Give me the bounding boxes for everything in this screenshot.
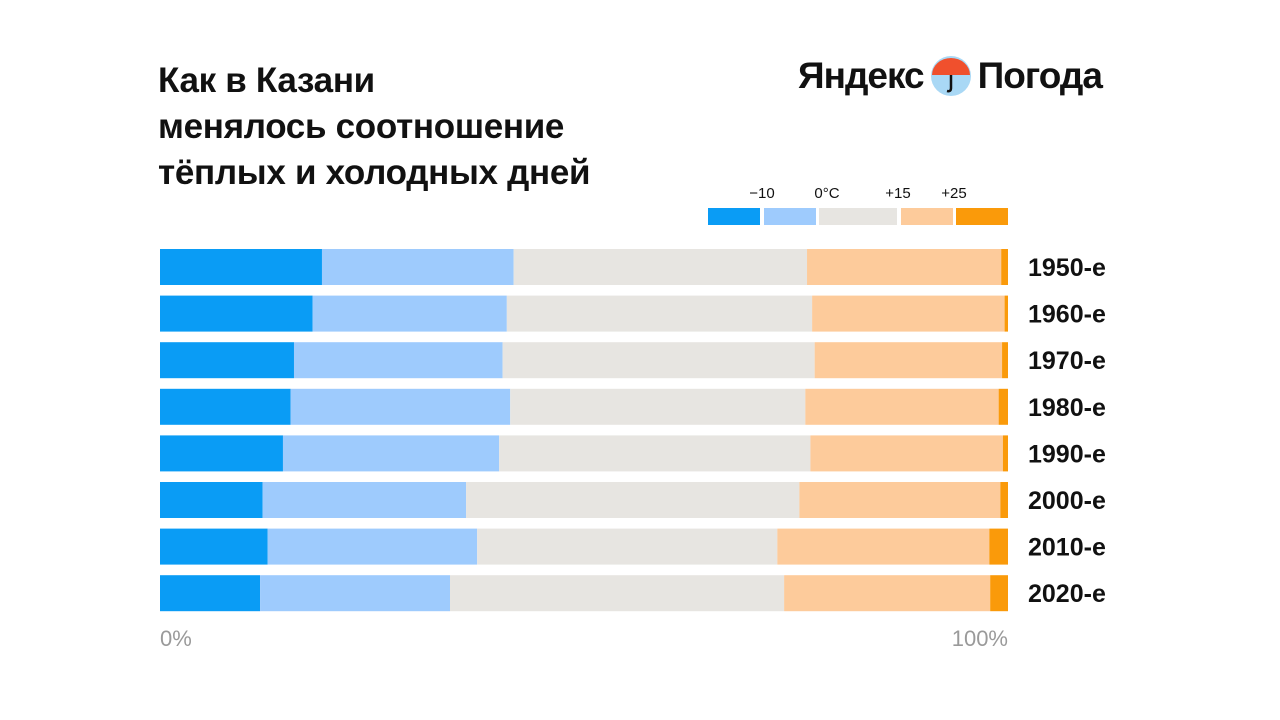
- legend-threshold-label: +15: [885, 185, 910, 202]
- legend-swatch: [708, 208, 760, 225]
- logo-text-right: Погода: [977, 55, 1103, 96]
- bar-segment: [160, 528, 268, 565]
- category-label: 1950-е: [1028, 254, 1106, 282]
- bar-segment: [477, 528, 778, 565]
- bar-segment: [160, 295, 313, 332]
- bar-segment: [812, 295, 1005, 332]
- bar-segment: [990, 575, 1008, 612]
- bar-segment: [160, 388, 291, 425]
- category-label: 1960-е: [1028, 301, 1106, 329]
- bar-segment: [502, 342, 815, 379]
- bar-segment: [1002, 435, 1008, 472]
- bar-segment: [1002, 342, 1008, 379]
- bar-segment: [321, 249, 514, 285]
- bar-segment: [989, 528, 1008, 565]
- bar-segment: [1000, 482, 1008, 518]
- title-line: Как в Казани: [158, 61, 375, 100]
- bar-segment: [814, 342, 1003, 379]
- legend-swatch: [956, 208, 1008, 225]
- bar-segment: [805, 388, 999, 425]
- legend-swatch: [764, 208, 816, 225]
- logo-text-left: Яндекс: [798, 55, 925, 96]
- category-label: 2000-е: [1028, 487, 1106, 515]
- bar-segment: [777, 528, 990, 565]
- bar-segment: [160, 249, 322, 285]
- bar-segment: [267, 528, 478, 565]
- legend-threshold-label: −10: [749, 185, 774, 202]
- bar-segment: [260, 575, 451, 612]
- bar-segment: [1004, 295, 1008, 332]
- title-line: тёплых и холодных дней: [158, 153, 591, 192]
- bar-segment: [513, 249, 808, 285]
- yandex-weather-logo: Яндекс Погода: [798, 54, 1103, 98]
- bar-segment: [466, 482, 800, 518]
- bar-segment: [784, 575, 991, 612]
- bar-segment: [262, 482, 467, 518]
- bar-segment: [293, 342, 503, 379]
- legend-threshold-label: 0°C: [814, 185, 839, 202]
- bar-segment: [807, 249, 1002, 285]
- bar-segment: [799, 482, 1001, 518]
- bar-segment: [510, 388, 806, 425]
- bar-segment: [282, 435, 500, 472]
- bar-segment: [290, 388, 511, 425]
- chart-title: Как в Казани менялось соотношение тёплых…: [158, 58, 591, 196]
- bar-segment: [450, 575, 785, 612]
- bar-segment: [499, 435, 811, 472]
- bar-segment: [312, 295, 507, 332]
- bar-segment: [998, 388, 1008, 425]
- category-label: 1990-е: [1028, 440, 1106, 468]
- category-label: 1980-е: [1028, 394, 1106, 422]
- category-label: 1970-е: [1028, 347, 1106, 375]
- legend-swatch: [901, 208, 953, 225]
- category-label: 2020-е: [1028, 580, 1106, 608]
- bar-segment: [160, 342, 294, 379]
- legend-threshold-label: +25: [941, 185, 966, 202]
- title-line: менялось соотношение: [158, 107, 565, 146]
- bar-segment: [506, 295, 813, 332]
- bar-segment: [160, 435, 283, 472]
- bar-segment: [810, 435, 1003, 472]
- legend-swatch: [819, 208, 897, 225]
- bar-segment: [160, 575, 261, 612]
- x-tick-label: 100%: [952, 626, 1008, 651]
- x-tick-label: 0%: [160, 626, 192, 651]
- bar-segment: [160, 482, 263, 518]
- umbrella-icon: [930, 56, 971, 96]
- bar-segment: [1001, 249, 1008, 285]
- category-label: 2010-е: [1028, 534, 1106, 562]
